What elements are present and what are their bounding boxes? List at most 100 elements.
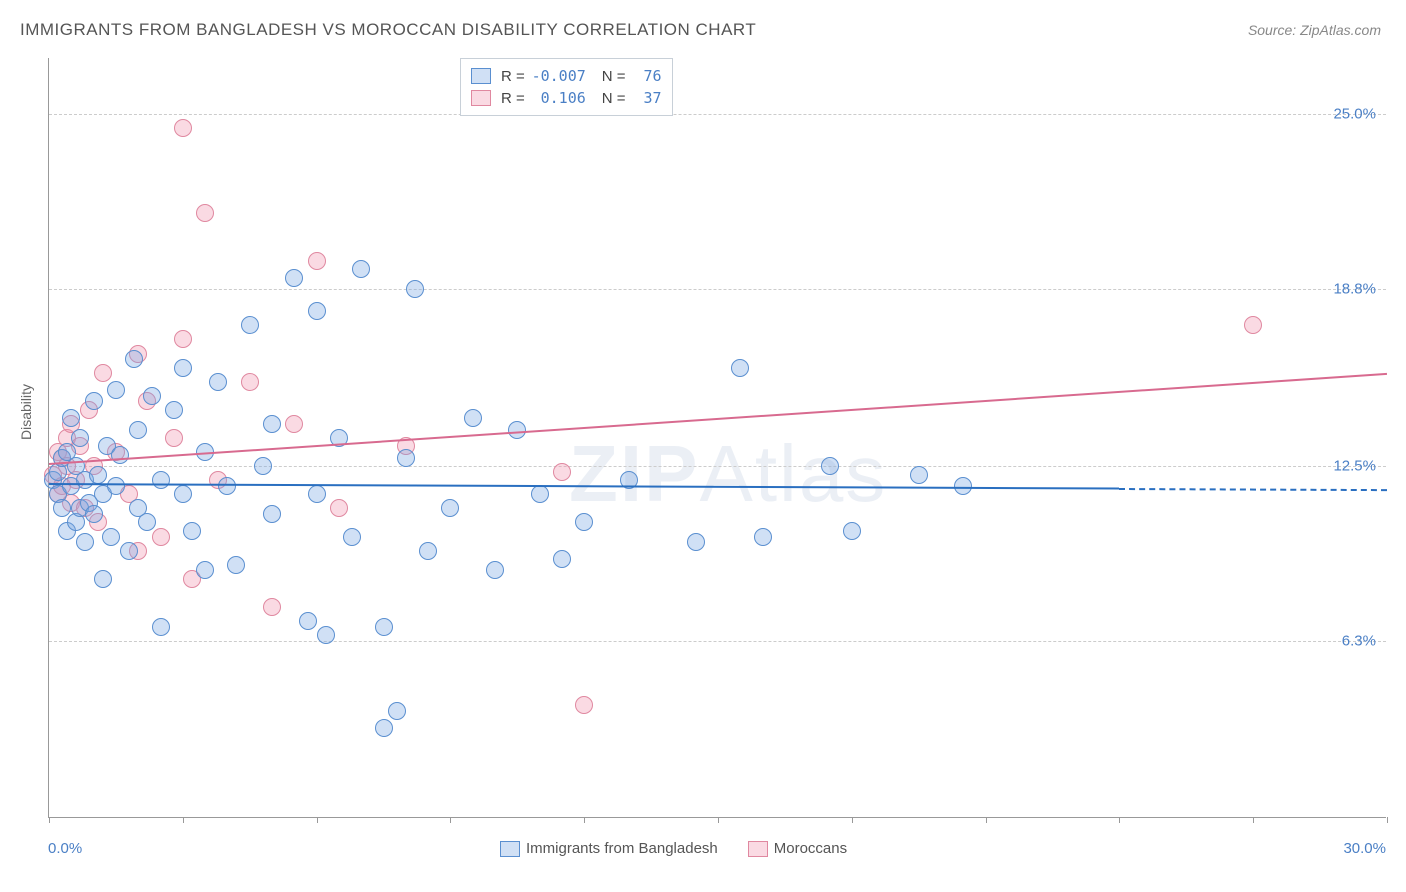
- bangladesh-point: [62, 409, 80, 427]
- legend-item-bangladesh: Immigrants from Bangladesh: [500, 838, 718, 859]
- bangladesh-point: [107, 381, 125, 399]
- bangladesh-point: [352, 260, 370, 278]
- ytick-label: 25.0%: [1333, 106, 1376, 123]
- xtick: [1387, 817, 1388, 823]
- plot-area: ZIPAtlas 6.3% 12.5% 18.8% 25.0%: [48, 58, 1386, 818]
- x-max-label: 30.0%: [1343, 840, 1386, 857]
- gridline: [49, 466, 1386, 467]
- moroccan-point: [174, 330, 192, 348]
- legend-item-moroccans: Moroccans: [748, 838, 847, 859]
- moroccan-point: [94, 364, 112, 382]
- r-label: R =: [501, 68, 525, 85]
- bangladesh-point: [553, 550, 571, 568]
- xtick: [450, 817, 451, 823]
- bangladesh-point: [388, 702, 406, 720]
- bangladesh-point: [254, 457, 272, 475]
- bangladesh-point: [575, 513, 593, 531]
- bangladesh-point: [441, 499, 459, 517]
- bangladesh-point: [754, 528, 772, 546]
- bangladesh-point: [486, 561, 504, 579]
- moroccan-point: [241, 373, 259, 391]
- ytick-label: 12.5%: [1333, 458, 1376, 475]
- swatch-icon: [471, 90, 491, 106]
- bangladesh-point: [731, 359, 749, 377]
- bangladesh-point: [174, 359, 192, 377]
- bangladesh-point: [227, 556, 245, 574]
- watermark: ZIPAtlas: [569, 428, 887, 520]
- bangladesh-point: [285, 269, 303, 287]
- gridline: [49, 641, 1386, 642]
- xtick: [1253, 817, 1254, 823]
- bangladesh-point: [209, 373, 227, 391]
- bangladesh-point: [53, 499, 71, 517]
- xtick: [986, 817, 987, 823]
- bangladesh-point: [129, 421, 147, 439]
- moroccan-point: [152, 528, 170, 546]
- y-axis-label: Disability: [18, 384, 34, 440]
- bangladesh-point: [343, 528, 361, 546]
- bangladesh-trendline: [1119, 488, 1387, 491]
- legend-label: Moroccans: [774, 840, 847, 857]
- chart-container: IMMIGRANTS FROM BANGLADESH VS MOROCCAN D…: [0, 0, 1406, 892]
- bangladesh-point: [196, 561, 214, 579]
- correlation-legend: R = -0.007 N = 76 R = 0.106 N = 37: [460, 58, 673, 116]
- bottom-legend: Immigrants from Bangladesh Moroccans: [500, 838, 847, 859]
- r-label: R =: [501, 90, 525, 107]
- bangladesh-point: [102, 528, 120, 546]
- bangladesh-point: [821, 457, 839, 475]
- bangladesh-point: [687, 533, 705, 551]
- swatch-icon: [471, 68, 491, 84]
- bangladesh-point: [508, 421, 526, 439]
- bangladesh-point: [299, 612, 317, 630]
- n-value: 76: [632, 67, 662, 85]
- swatch-icon: [500, 841, 520, 857]
- moroccan-point: [553, 463, 571, 481]
- n-label: N =: [602, 90, 626, 107]
- legend-row-moroccans: R = 0.106 N = 37: [471, 87, 662, 109]
- bangladesh-point: [308, 485, 326, 503]
- bangladesh-point: [174, 485, 192, 503]
- bangladesh-point: [263, 415, 281, 433]
- n-value: 37: [632, 89, 662, 107]
- moroccan-point: [196, 204, 214, 222]
- bangladesh-point: [406, 280, 424, 298]
- bangladesh-point: [111, 446, 129, 464]
- bangladesh-point: [138, 513, 156, 531]
- gridline: [49, 289, 1386, 290]
- n-label: N =: [602, 68, 626, 85]
- moroccan-point: [285, 415, 303, 433]
- xtick: [718, 817, 719, 823]
- chart-title: IMMIGRANTS FROM BANGLADESH VS MOROCCAN D…: [20, 20, 756, 40]
- moroccan-point: [174, 119, 192, 137]
- x-min-label: 0.0%: [48, 840, 82, 857]
- xtick: [49, 817, 50, 823]
- bangladesh-point: [464, 409, 482, 427]
- bangladesh-point: [531, 485, 549, 503]
- bangladesh-point: [165, 401, 183, 419]
- bangladesh-point: [89, 466, 107, 484]
- xtick: [317, 817, 318, 823]
- swatch-icon: [748, 841, 768, 857]
- bangladesh-point: [843, 522, 861, 540]
- moroccan-point: [263, 598, 281, 616]
- bangladesh-point: [317, 626, 335, 644]
- xtick: [584, 817, 585, 823]
- bangladesh-point: [143, 387, 161, 405]
- bangladesh-point: [152, 618, 170, 636]
- xtick: [1119, 817, 1120, 823]
- moroccan-point: [575, 696, 593, 714]
- bangladesh-point: [419, 542, 437, 560]
- legend-label: Immigrants from Bangladesh: [526, 840, 718, 857]
- ytick-label: 18.8%: [1333, 280, 1376, 297]
- bangladesh-point: [107, 477, 125, 495]
- bangladesh-point: [71, 429, 89, 447]
- bangladesh-point: [263, 505, 281, 523]
- bangladesh-point: [218, 477, 236, 495]
- bangladesh-point: [94, 570, 112, 588]
- ytick-label: 6.3%: [1342, 632, 1376, 649]
- moroccan-point: [165, 429, 183, 447]
- bangladesh-point: [375, 618, 393, 636]
- bangladesh-point: [125, 350, 143, 368]
- bangladesh-point: [375, 719, 393, 737]
- bangladesh-point: [910, 466, 928, 484]
